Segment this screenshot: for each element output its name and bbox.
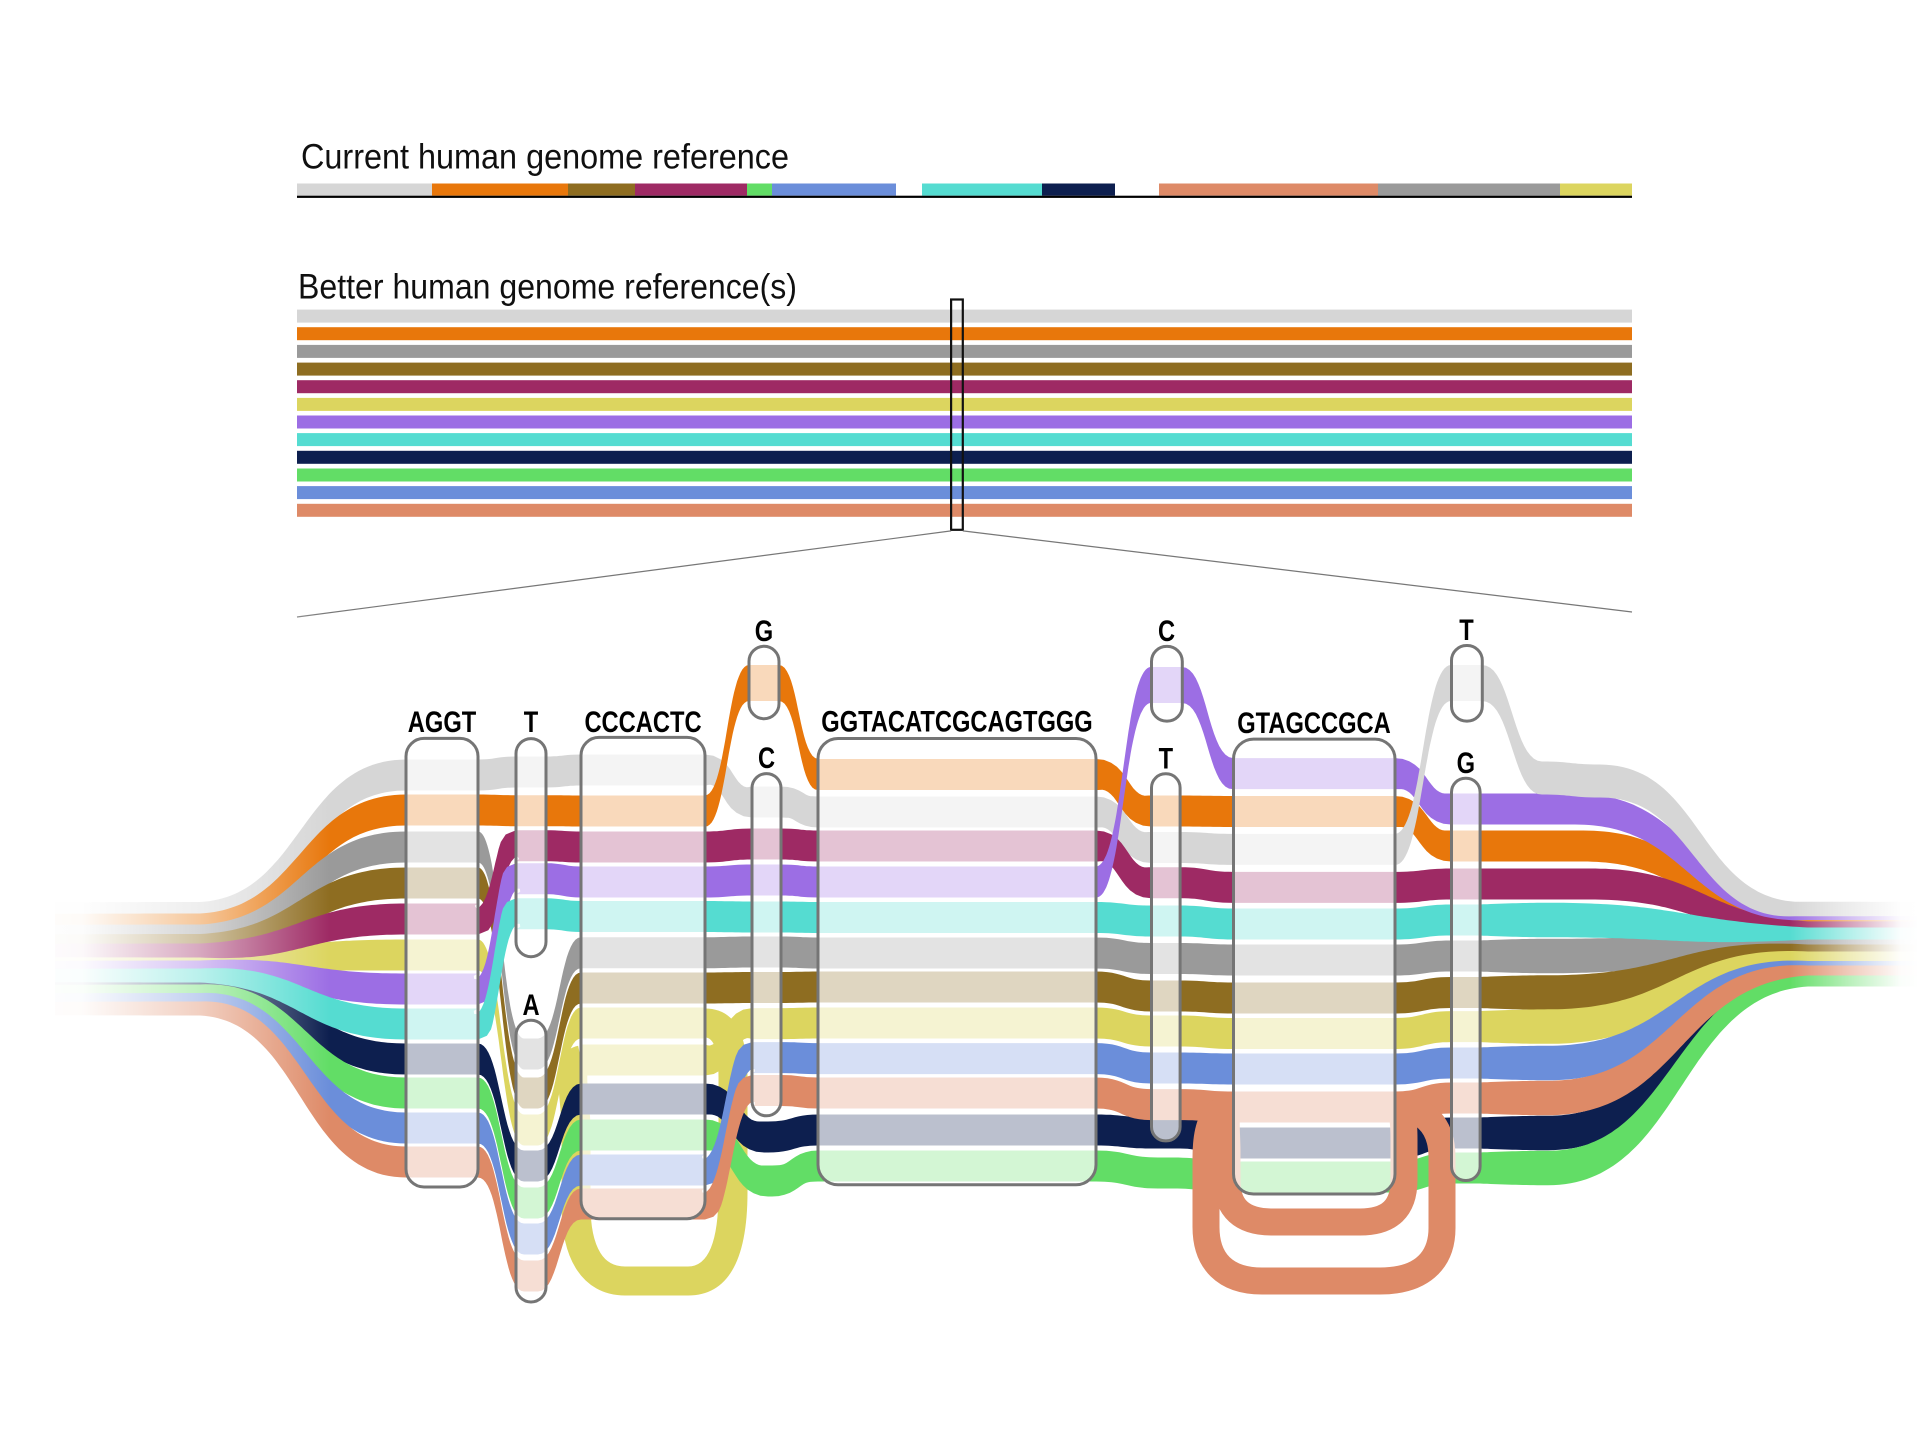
svg-text:T: T — [1459, 613, 1474, 646]
svg-text:CCCACTC: CCCACTC — [584, 705, 701, 738]
svg-text:C: C — [1158, 614, 1175, 647]
svg-text:G: G — [1457, 746, 1475, 779]
svg-text:Better human genome reference(: Better human genome reference(s) — [298, 267, 797, 306]
svg-text:G: G — [755, 614, 773, 647]
svg-text:GGTACATCGCAGTGGG: GGTACATCGCAGTGGG — [821, 705, 1092, 738]
svg-text:GTAGCCGCA: GTAGCCGCA — [1237, 706, 1390, 739]
svg-text:Current human genome reference: Current human genome reference — [301, 137, 789, 176]
svg-text:AGGT: AGGT — [408, 705, 477, 738]
svg-text:A: A — [522, 988, 539, 1021]
svg-text:T: T — [1159, 742, 1174, 775]
svg-text:T: T — [524, 705, 539, 738]
svg-text:C: C — [758, 741, 775, 774]
